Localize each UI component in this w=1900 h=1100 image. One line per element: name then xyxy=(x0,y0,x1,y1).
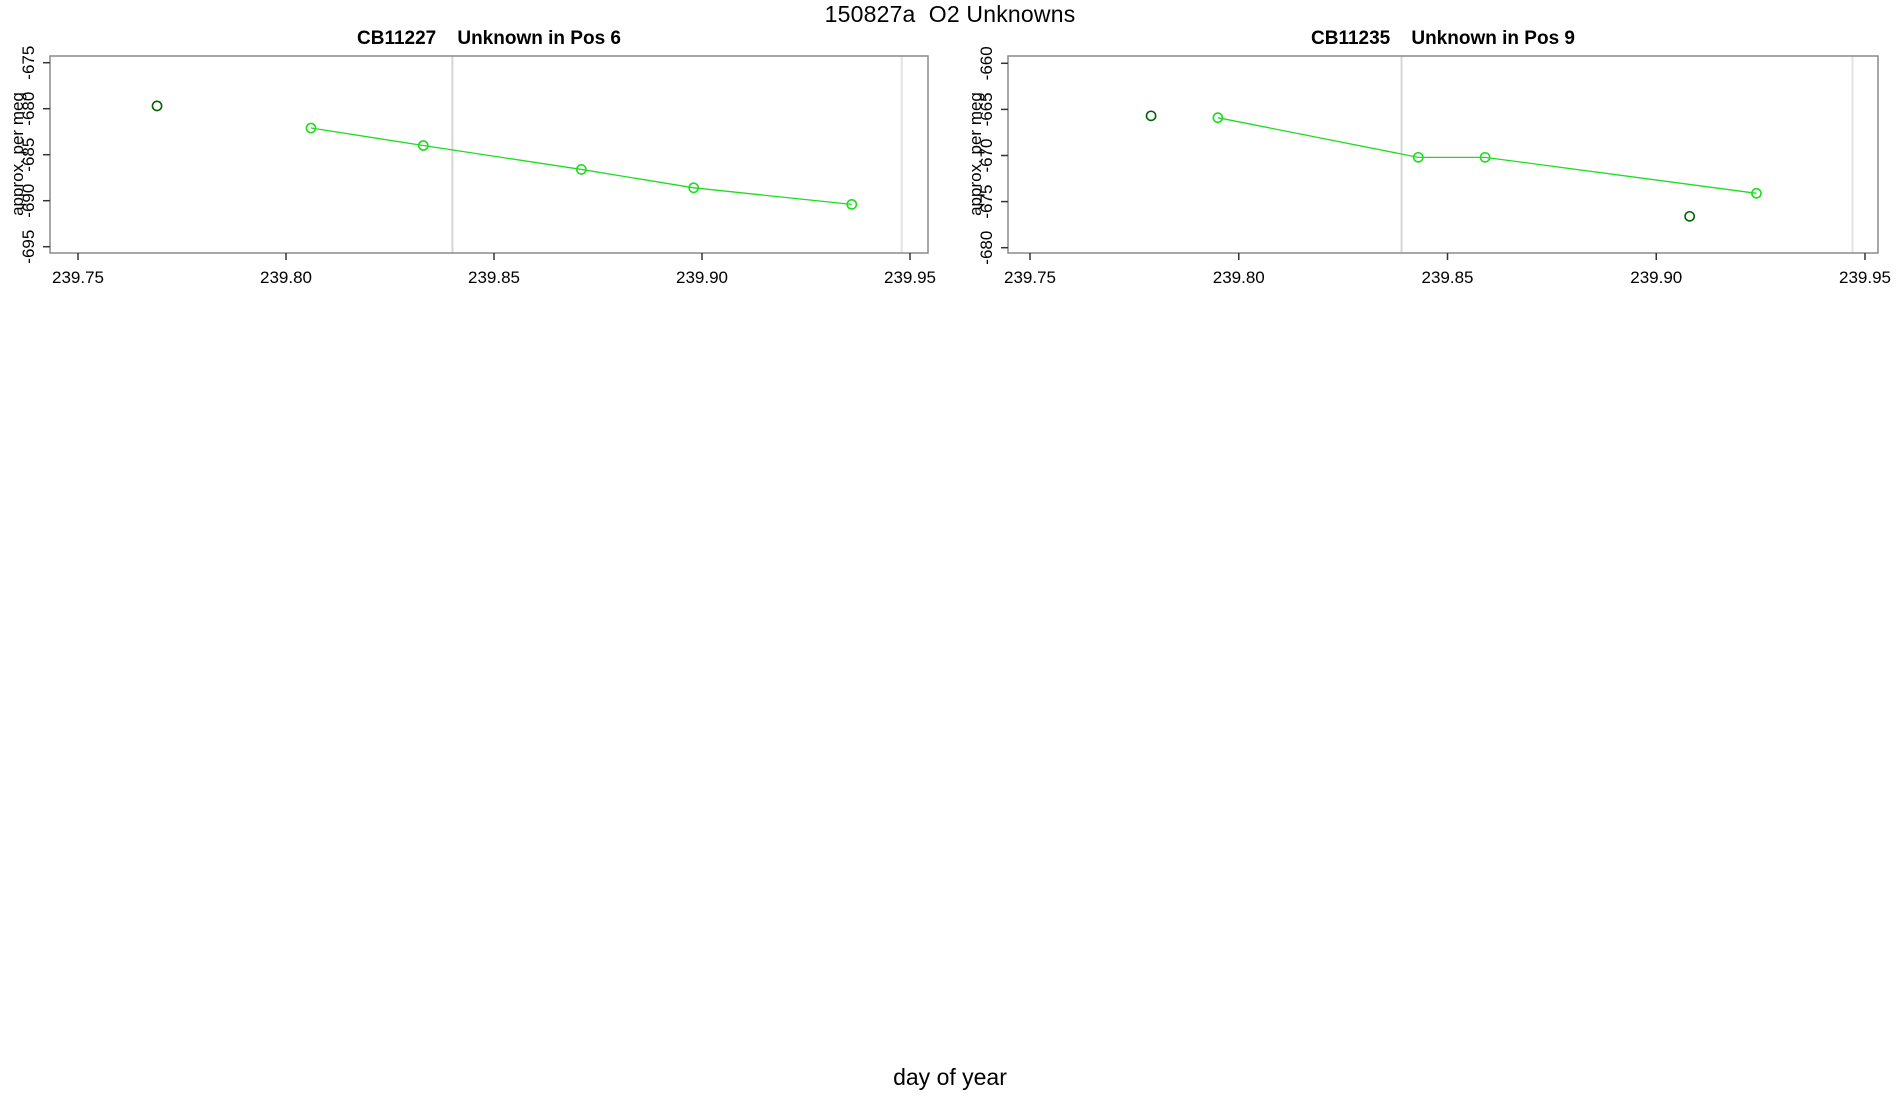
panel-title-cb11227: CB11227 Unknown in Pos 6 xyxy=(357,28,621,49)
x-tick-label: 239.85 xyxy=(1422,268,1474,287)
plot-box xyxy=(1007,55,1879,254)
data-point xyxy=(846,198,858,210)
y-tick-label: -680 xyxy=(19,92,38,126)
y-tick-label: -675 xyxy=(977,185,996,219)
x-tick-label: 239.80 xyxy=(1213,268,1265,287)
data-point xyxy=(305,122,317,134)
x-tick-label: 239.95 xyxy=(884,268,936,287)
y-tick-label: -680 xyxy=(977,231,996,265)
x-tick-label: 239.80 xyxy=(260,268,312,287)
data-point xyxy=(575,164,587,175)
y-tick-label: -670 xyxy=(977,138,996,172)
x-tick-label: 239.90 xyxy=(676,268,728,287)
series-line xyxy=(1217,117,1757,194)
data-point xyxy=(688,182,700,194)
x-axis-label: day of year xyxy=(893,1064,1007,1090)
plot-box xyxy=(49,55,929,254)
panel-title-cb11235: CB11235 Unknown in Pos 9 xyxy=(1311,28,1575,49)
data-point xyxy=(1479,151,1491,163)
data-point xyxy=(1684,210,1696,222)
y-tick-label: -690 xyxy=(19,184,38,218)
main-title: 150827a O2 Unknowns xyxy=(824,1,1076,27)
x-tick-label: 239.75 xyxy=(52,268,104,287)
x-tick-label: 239.85 xyxy=(468,268,520,287)
series-line xyxy=(310,127,852,206)
data-point xyxy=(1145,110,1157,122)
y-tick-label: -665 xyxy=(977,92,996,126)
y-tick-label: -660 xyxy=(977,46,996,80)
data-point xyxy=(1212,112,1224,124)
x-tick-label: 239.75 xyxy=(1004,268,1056,287)
x-tick-label: 239.95 xyxy=(1839,268,1891,287)
y-tick-label: -695 xyxy=(19,230,38,264)
y-tick-label: -685 xyxy=(19,138,38,172)
data-point xyxy=(1751,187,1762,199)
data-point xyxy=(417,140,429,151)
data-point xyxy=(151,100,163,112)
y-tick-label: -675 xyxy=(19,46,38,80)
data-point xyxy=(1412,151,1424,163)
x-tick-label: 239.90 xyxy=(1630,268,1682,287)
